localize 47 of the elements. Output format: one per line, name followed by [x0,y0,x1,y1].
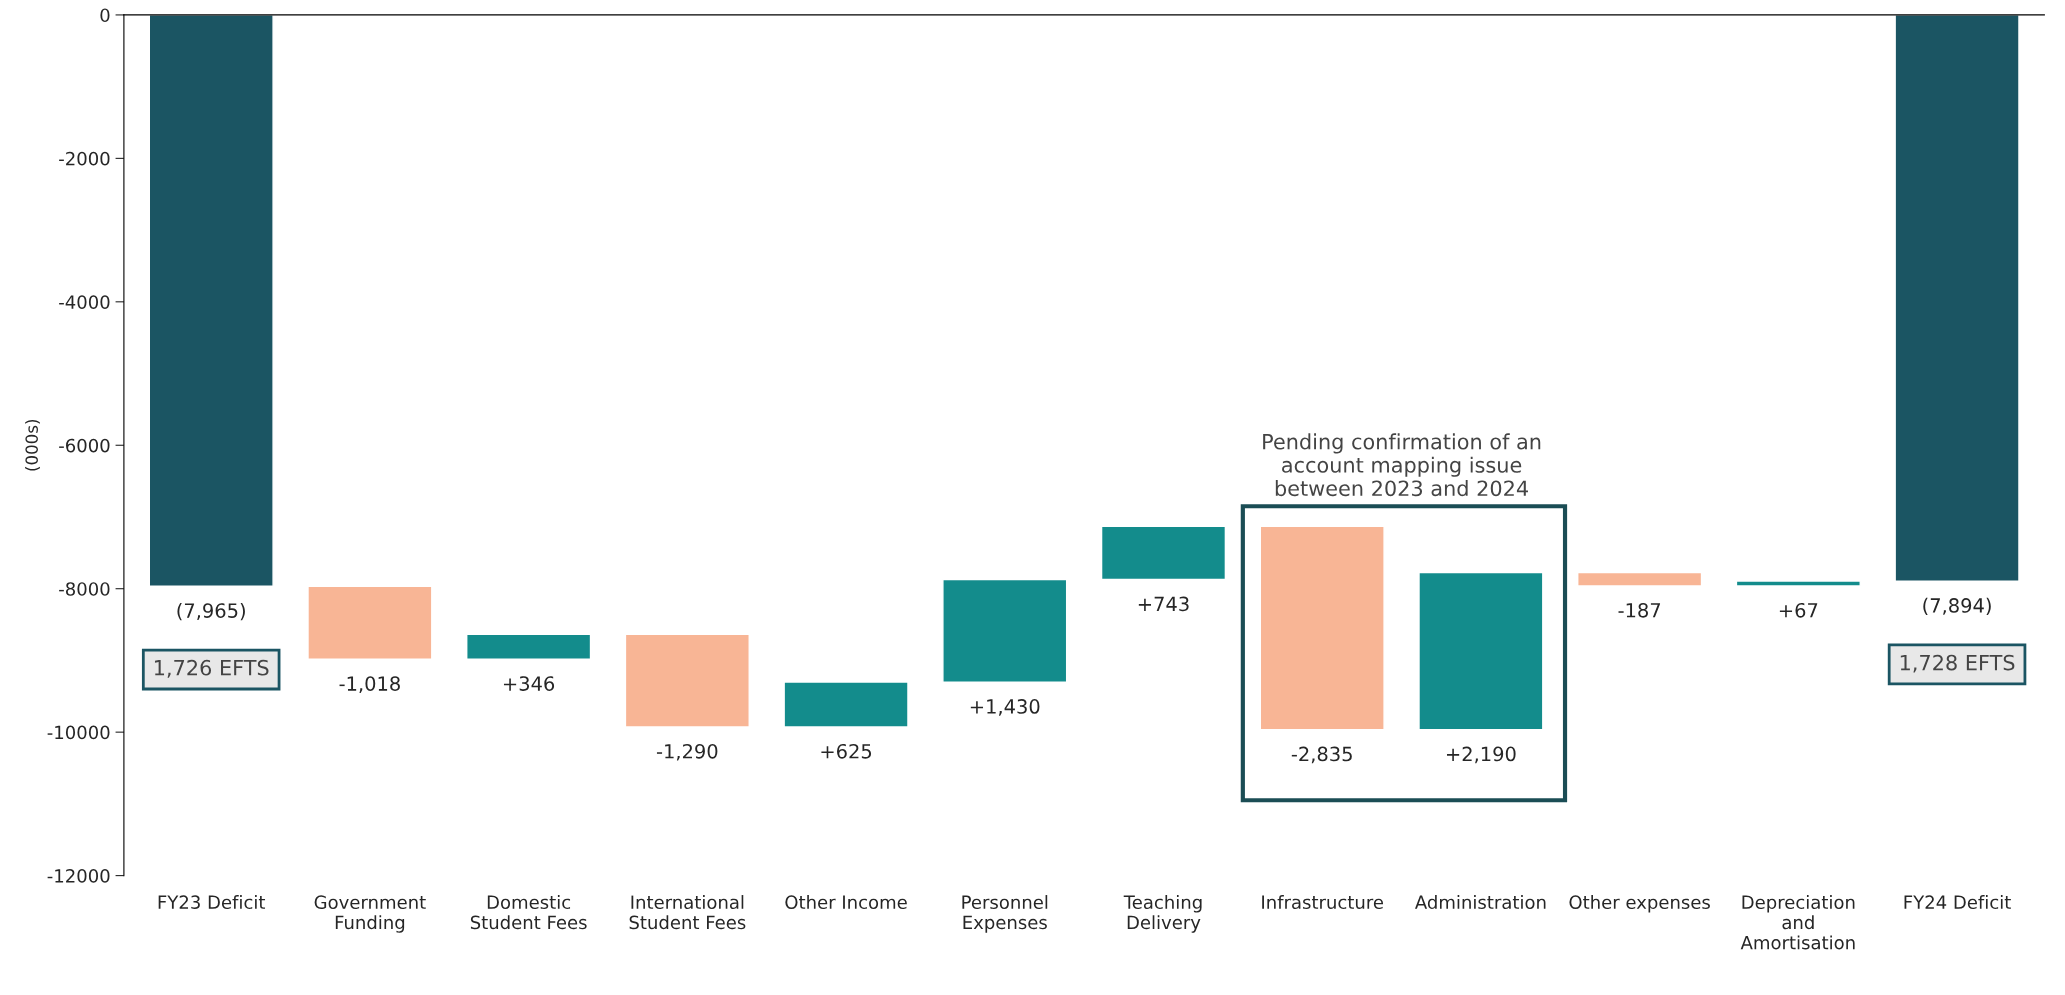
bar [1894,14,2020,582]
bar [1735,580,1861,587]
y-tick-label: -6000 [59,438,110,453]
x-tick-label: Infrastructure [1262,895,1384,910]
data-label: +2,190 [1446,746,1516,764]
annotation: 1,726 EFTS [154,659,269,678]
x-tick-label: Depreciation and Amortisation [1740,895,1855,950]
bar [1577,571,1703,587]
annotation: 1,728 EFTS [1900,654,2015,673]
y-tick-label: -8000 [59,582,110,596]
data-label: +625 [821,743,872,759]
y-tick-label: -2000 [59,151,110,166]
annotation: Pending confirmation of an account mapping issue between 2023 and 2024 [1263,433,1541,497]
data-label: +743 [1138,596,1189,612]
x-tick-label: Other expenses [1569,895,1710,913]
bar [466,633,592,660]
x-tick-label: FY24 Deficit [1904,895,2011,910]
y-tick-label: -4000 [59,295,110,309]
data-label: -2,835 [1291,746,1352,764]
data-label: -1,290 [656,743,718,761]
x-tick-label: Other Income [785,895,907,910]
bar [1100,525,1227,581]
y-axis-title: (000s) [25,419,40,471]
data-label: -1,018 [339,676,400,693]
bar [942,578,1068,683]
data-label: +346 [503,676,555,691]
bar [148,14,274,587]
y-tick-label: -10000 [47,725,110,740]
x-tick-label: International Student Fees [629,895,746,930]
x-tick-label: FY23 Deficit [158,895,266,910]
bar [1259,525,1385,731]
x-tick-label: Administration [1415,895,1546,910]
bar [307,585,433,660]
bar [783,681,909,728]
bar [624,633,750,728]
y-tick-label: -12000 [47,869,110,883]
data-label: (7,965) [177,602,245,621]
data-label: +67 [1779,602,1818,618]
x-tick-label: Personnel Expenses [962,895,1048,933]
data-label: -187 [1618,602,1661,618]
y-tick-label: 0 [100,8,110,23]
x-tick-label: Teaching Delivery [1123,895,1202,933]
bar [1418,571,1544,731]
data-label: +1,430 [970,699,1040,716]
x-tick-label: Domestic Student Fees [470,895,587,930]
x-tick-label: Government Funding [314,895,426,933]
data-label: (7,894) [1923,597,1991,616]
